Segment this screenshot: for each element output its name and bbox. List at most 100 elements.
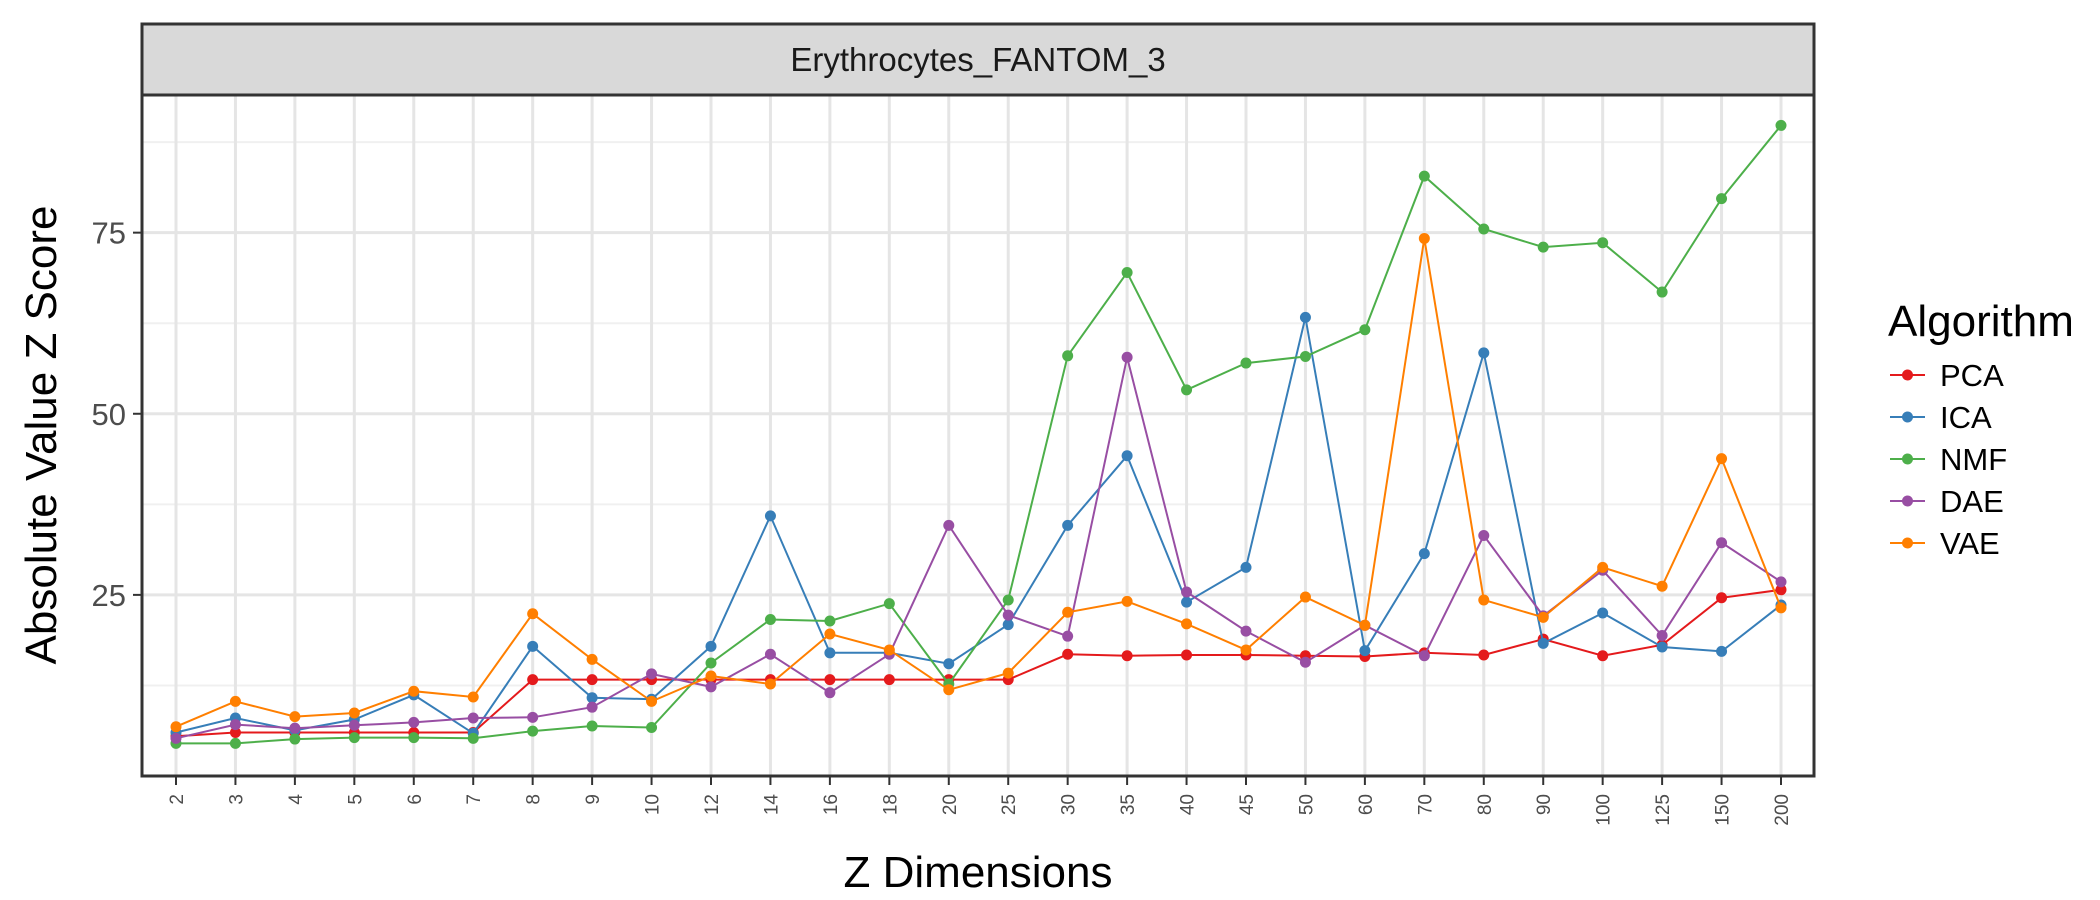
data-point-dae <box>1299 656 1311 668</box>
data-point-ica <box>1121 450 1133 462</box>
data-point-dae <box>764 648 776 660</box>
data-point-ica <box>1299 311 1311 323</box>
plot-border <box>140 93 1816 778</box>
x-tick-label: 125 <box>1653 794 1674 826</box>
series-line-dae <box>175 357 1782 740</box>
x-axis-title: Z Dimensions <box>844 848 1113 897</box>
data-point-nmf <box>1002 594 1014 606</box>
data-point-pca <box>1062 648 1074 660</box>
x-tick-label: 45 <box>1237 794 1258 815</box>
x-tick-label: 9 <box>583 794 604 805</box>
x-tick-label: 18 <box>880 794 901 815</box>
data-point-nmf <box>527 725 539 737</box>
data-point-pca <box>1716 592 1728 604</box>
data-point-vae <box>1716 453 1728 465</box>
data-point-vae <box>1359 619 1371 631</box>
series-line-pca <box>175 588 1782 738</box>
y-tick-label: 25 <box>92 578 126 613</box>
y-tick-label: 75 <box>92 216 126 251</box>
data-point-nmf <box>1299 351 1311 363</box>
data-point-nmf <box>408 732 420 744</box>
x-tick-label: 16 <box>821 794 842 815</box>
data-point-nmf <box>1597 237 1609 249</box>
x-tick-label: 30 <box>1059 794 1080 815</box>
legend-label-nmf: NMF <box>1940 442 2007 477</box>
data-point-ica <box>764 510 776 522</box>
x-tick-label: 80 <box>1475 794 1496 815</box>
data-point-ica <box>705 640 717 652</box>
data-point-vae <box>1478 594 1490 606</box>
legend-key-point-pca <box>1902 369 1913 381</box>
data-point-vae <box>824 628 836 640</box>
y-tick-label: 50 <box>92 397 126 432</box>
data-point-nmf <box>883 598 895 610</box>
data-point-ica <box>1002 619 1014 631</box>
data-point-nmf <box>1240 357 1252 369</box>
x-tick-label: 6 <box>405 794 426 805</box>
data-point-ica <box>1359 645 1371 657</box>
data-point-nmf <box>764 614 776 626</box>
grid-layer <box>142 95 1814 776</box>
x-tick-label: 12 <box>702 794 723 815</box>
panel-strip <box>140 22 1816 97</box>
data-point-dae <box>229 719 241 731</box>
data-point-pca <box>527 674 539 686</box>
data-point-dae <box>824 687 836 699</box>
legend-key-point-dae <box>1902 495 1913 507</box>
data-point-vae <box>527 608 539 620</box>
data-point-dae <box>586 701 598 713</box>
x-tick-label: 40 <box>1178 794 1199 815</box>
data-point-pca <box>1181 649 1193 661</box>
data-point-nmf <box>646 721 658 733</box>
legend: Algorithm PCA ICA NMF DAE VAE <box>1888 297 2074 561</box>
data-point-vae <box>1597 561 1609 573</box>
data-point-dae <box>527 711 539 723</box>
data-point-dae <box>646 668 658 680</box>
plot-background <box>142 95 1814 776</box>
data-point-nmf <box>1716 193 1728 205</box>
legend-key-point-vae <box>1902 537 1913 549</box>
data-point-nmf <box>1121 266 1133 278</box>
data-point-vae <box>586 653 598 665</box>
data-point-pca <box>1121 650 1133 662</box>
data-point-nmf <box>348 732 360 744</box>
data-point-nmf <box>289 733 301 745</box>
data-point-nmf <box>1418 170 1430 182</box>
data-point-ica <box>586 692 598 704</box>
data-point-dae <box>170 732 182 744</box>
data-point-ica <box>943 658 955 670</box>
data-point-vae <box>1537 611 1549 623</box>
data-point-dae <box>1002 609 1014 621</box>
data-point-dae <box>289 722 301 734</box>
data-point-pca <box>1597 650 1609 662</box>
y-axis: 25 50 75 <box>92 216 142 613</box>
x-tick-label: 14 <box>761 794 782 816</box>
legend-key-point-ica <box>1902 411 1913 423</box>
data-point-vae <box>1062 606 1074 618</box>
series-line-vae <box>175 238 1782 728</box>
data-point-ica <box>1537 637 1549 649</box>
x-tick-label: 2 <box>167 794 188 805</box>
data-point-vae <box>467 691 479 703</box>
data-point-dae <box>1121 351 1133 363</box>
data-point-vae <box>1418 232 1430 244</box>
data-point-vae <box>1775 602 1787 614</box>
data-point-pca <box>1478 649 1490 661</box>
x-tick-label: 60 <box>1356 794 1377 815</box>
data-point-nmf <box>1478 223 1490 235</box>
data-point-dae <box>1775 576 1787 588</box>
data-point-ica <box>824 647 836 659</box>
x-tick-label: 25 <box>999 794 1020 815</box>
x-tick-label: 150 <box>1713 794 1734 826</box>
legend-label-pca: PCA <box>1940 358 2004 393</box>
x-tick-label: 35 <box>1118 794 1139 815</box>
legend-title: Algorithm <box>1888 297 2074 346</box>
data-point-nmf <box>1181 384 1193 396</box>
data-point-ica <box>1240 561 1252 573</box>
data-point-vae <box>289 711 301 723</box>
x-tick-label: 200 <box>1772 794 1793 826</box>
data-point-vae <box>229 695 241 707</box>
series-line-nmf <box>176 124 1782 745</box>
legend-label-vae: VAE <box>1940 526 2000 561</box>
